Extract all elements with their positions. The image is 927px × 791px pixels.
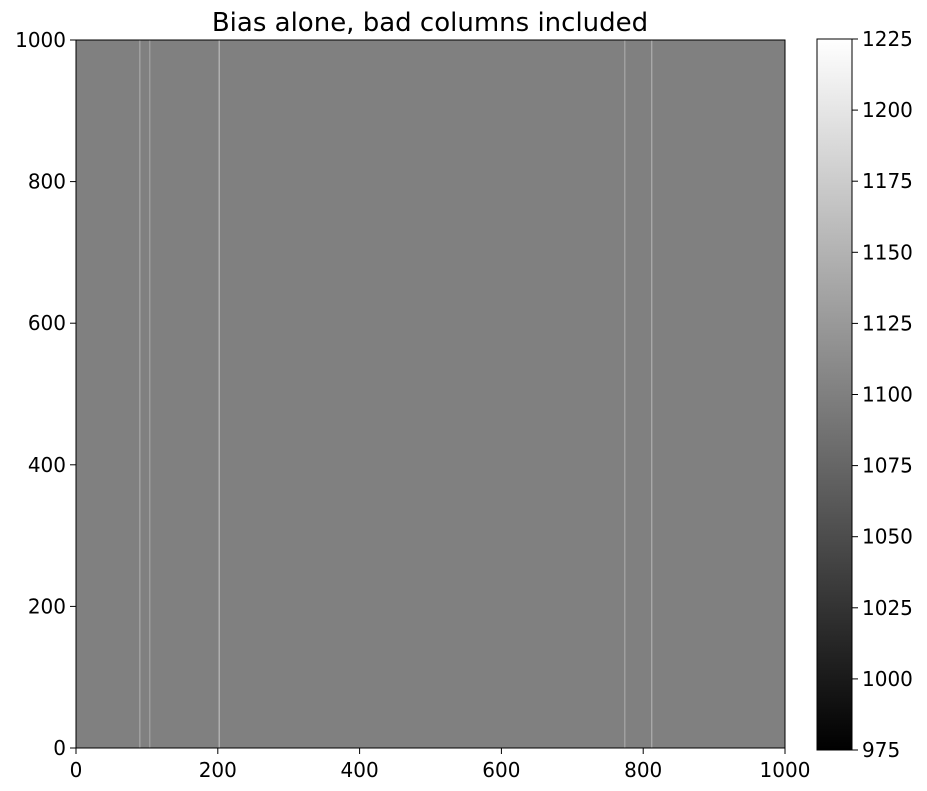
bad-column-4 [651, 40, 653, 748]
bad-columns [139, 40, 653, 748]
plot-frame [75, 39, 786, 749]
colorbar-tick-label-7: 1150 [862, 240, 913, 264]
colorbar-tick-label-2: 1025 [862, 596, 913, 620]
y-tick-label-5: 1000 [15, 28, 66, 52]
y-axis: 0 200 400 600 800 1000 [15, 28, 76, 760]
colorbar-tick-label-10: 1225 [862, 27, 913, 51]
colorbar: 975 1000 1025 1050 1075 1100 1125 1150 1175 1200 1… [816, 27, 913, 762]
colorbar-tick-label-5: 1100 [862, 383, 913, 407]
colorbar-tick-label-3: 1050 [862, 525, 913, 549]
x-tick-label-4: 800 [624, 758, 662, 782]
x-tick-label-1: 200 [199, 758, 237, 782]
colorbar-tick-label-9: 1200 [862, 98, 913, 122]
x-tick-label-5: 1000 [760, 758, 811, 782]
colorbar-tick-label-1: 1000 [862, 667, 913, 691]
colorbar-ticks: 975 1000 1025 1050 1075 1100 1125 1150 1175 1200 1… [852, 27, 913, 762]
bad-column-1 [149, 40, 151, 748]
y-tick-label-0: 0 [53, 736, 66, 760]
colorbar-tick-label-4: 1075 [862, 454, 913, 478]
x-tick-label-3: 600 [482, 758, 520, 782]
plot-area [75, 39, 786, 749]
y-tick-label-2: 400 [28, 453, 66, 477]
colorbar-tick-label-8: 1175 [862, 169, 913, 193]
colorbar-tick-label-0: 975 [862, 738, 900, 762]
y-tick-label-3: 600 [28, 311, 66, 335]
x-tick-label-0: 0 [70, 758, 83, 782]
x-tick-label-2: 400 [341, 758, 379, 782]
chart-title: Bias alone, bad columns included [212, 8, 648, 38]
colorbar-gradient [816, 38, 853, 751]
heatmap-image [76, 40, 785, 748]
colorbar-tick-label-6: 1125 [862, 311, 913, 335]
y-tick-label-1: 200 [28, 594, 66, 618]
bad-column-0 [139, 40, 141, 748]
bad-column-2 [218, 40, 220, 748]
y-tick-label-4: 800 [28, 170, 66, 194]
bad-column-3 [624, 40, 626, 748]
x-axis: 0 200 400 600 800 1000 [70, 748, 811, 782]
